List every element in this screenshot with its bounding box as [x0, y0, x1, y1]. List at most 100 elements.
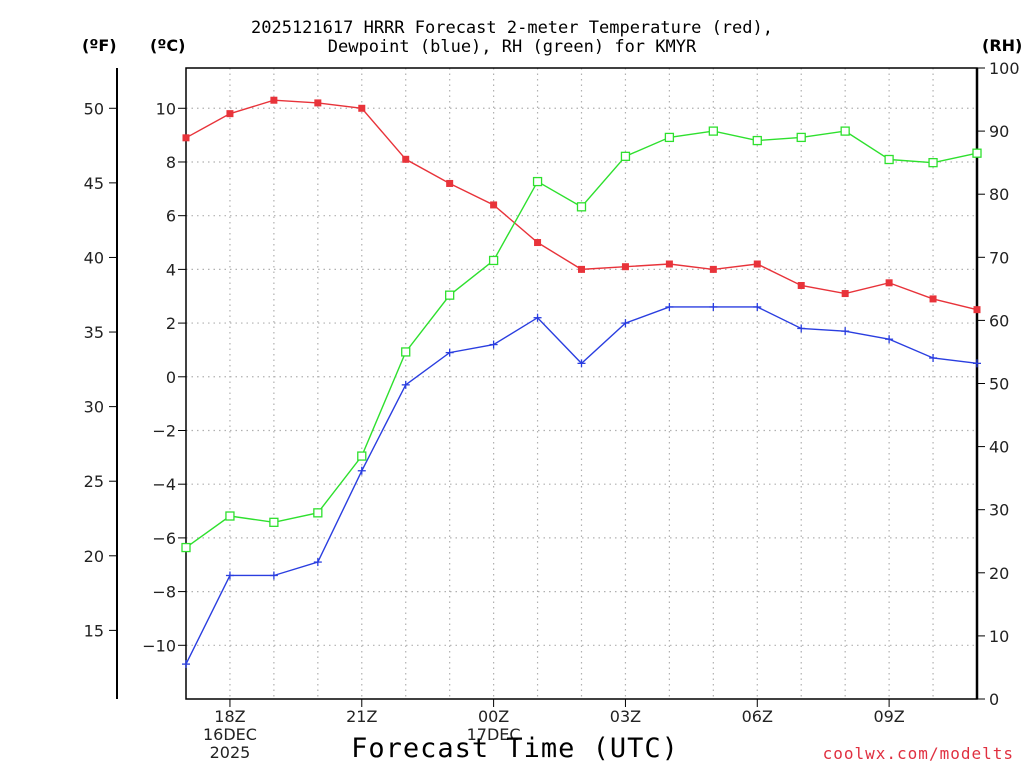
dewpoint-point: [665, 302, 674, 311]
credit-link[interactable]: coolwx.com/modelts: [822, 744, 1014, 763]
temperature-point: [578, 265, 585, 273]
dewpoint-point: [709, 302, 718, 311]
x-tick-label: 16DEC: [203, 725, 257, 744]
celsius-tick-label: 8: [166, 153, 176, 172]
x-tick-label: 00Z: [478, 707, 509, 726]
dewpoint-point: [841, 327, 850, 336]
temperature-point: [402, 155, 410, 163]
rh-point: [796, 132, 806, 143]
fahrenheit-tick-label: 25: [84, 472, 104, 491]
temperature-point: [358, 104, 366, 112]
rh-tick-label: 100: [989, 59, 1020, 78]
celsius-tick-label: −10: [142, 636, 176, 655]
rh-point: [225, 511, 235, 521]
temperature-point: [182, 134, 190, 142]
rh-point: [620, 151, 631, 161]
celsius-tick-label: −2: [152, 421, 176, 440]
rh-point: [752, 135, 762, 146]
dewpoint-point: [401, 380, 410, 389]
series-temperature: [182, 96, 981, 314]
rh-line: [185, 130, 978, 549]
x-axis-title: Forecast Time (UTC): [351, 733, 679, 764]
dewpoint-point: [973, 359, 981, 368]
rh-point: [181, 542, 191, 553]
rh-tick-label: 90: [989, 122, 1009, 141]
dewpoint-point: [182, 660, 190, 669]
dewpoint-point: [489, 340, 498, 349]
x-tick-label: 17DEC: [467, 725, 521, 744]
fahrenheit-tick-label: 15: [84, 621, 104, 640]
dewpoint-point: [797, 324, 806, 333]
rh-tick-label: 40: [989, 438, 1009, 457]
celsius-tick-label: −6: [152, 529, 176, 548]
celsius-tick-label: 6: [166, 207, 176, 226]
temperature-point: [709, 265, 717, 273]
celsius-axis-label: (ºC): [150, 36, 186, 55]
temperature-point: [929, 295, 937, 303]
rh-point: [884, 154, 894, 165]
x-tick-label: 03Z: [610, 707, 641, 726]
fahrenheit-tick-label: 35: [84, 323, 104, 342]
rh-point: [445, 290, 455, 300]
fahrenheit-tick-label: 40: [84, 248, 104, 267]
celsius-tick-label: 4: [166, 260, 176, 279]
x-tick-label: 18Z: [214, 707, 245, 726]
rh-point: [840, 126, 850, 136]
dewpoint-point: [225, 571, 234, 580]
dewpoint-point: [577, 359, 586, 368]
dewpoint-point: [445, 348, 454, 357]
rh-tick-label: 80: [989, 185, 1009, 204]
axes: [109, 67, 985, 707]
chart-title-line-2: Dewpoint (blue), RH (green) for KMYR: [327, 37, 697, 57]
fahrenheit-axis-label: (ºF): [82, 36, 117, 55]
temperature-point: [973, 306, 981, 314]
x-tick-label: 2025: [210, 743, 251, 762]
tick-labels: −10−8−6−4−202468101520253035404550010203…: [84, 59, 1020, 762]
rh-point: [972, 148, 982, 158]
dewpoint-point: [621, 319, 630, 328]
fahrenheit-tick-label: 20: [84, 547, 104, 566]
rh-tick-label: 70: [989, 248, 1009, 267]
rh-point: [357, 451, 367, 461]
series-rh: [181, 126, 982, 553]
rh-point: [708, 126, 718, 136]
series-dewpoint: [182, 302, 981, 669]
gridlines: [186, 68, 977, 699]
dewpoint-point: [929, 353, 938, 362]
rh-point: [532, 176, 543, 187]
temperature-point: [534, 239, 542, 247]
x-tick-label: 06Z: [742, 707, 773, 726]
x-tick-label: 09Z: [873, 707, 904, 726]
x-tick-label: 21Z: [346, 707, 377, 726]
temperature-point: [226, 110, 234, 118]
dewpoint-point: [357, 466, 366, 475]
rh-tick-label: 0: [989, 690, 999, 709]
celsius-tick-label: 0: [166, 368, 176, 387]
dewpoint-point: [533, 313, 542, 322]
temperature-point: [490, 201, 498, 209]
dewpoint-point: [753, 302, 762, 311]
celsius-tick-label: −8: [152, 583, 176, 602]
temperature-point: [885, 279, 893, 287]
rh-point: [401, 347, 411, 357]
temperature-point: [270, 96, 278, 104]
rh-tick-label: 60: [989, 311, 1009, 330]
rh-point: [488, 255, 499, 266]
temperature-point: [797, 281, 805, 289]
temperature-point: [446, 179, 454, 187]
dewpoint-point: [269, 571, 278, 580]
temperature-point: [841, 290, 849, 298]
rh-tick-label: 30: [989, 501, 1009, 520]
rh-point: [269, 517, 279, 527]
temperature-point: [753, 260, 761, 268]
fahrenheit-tick-label: 45: [84, 174, 104, 193]
dewpoint-point: [313, 558, 322, 567]
rh-tick-label: 10: [989, 627, 1009, 646]
rh-tick-label: 20: [989, 564, 1009, 583]
temperature-point: [665, 260, 673, 268]
dewpoint-point: [885, 335, 894, 344]
fahrenheit-tick-label: 30: [84, 398, 104, 417]
rh-axis-label: (RH): [982, 36, 1023, 55]
celsius-tick-label: 2: [166, 314, 176, 333]
